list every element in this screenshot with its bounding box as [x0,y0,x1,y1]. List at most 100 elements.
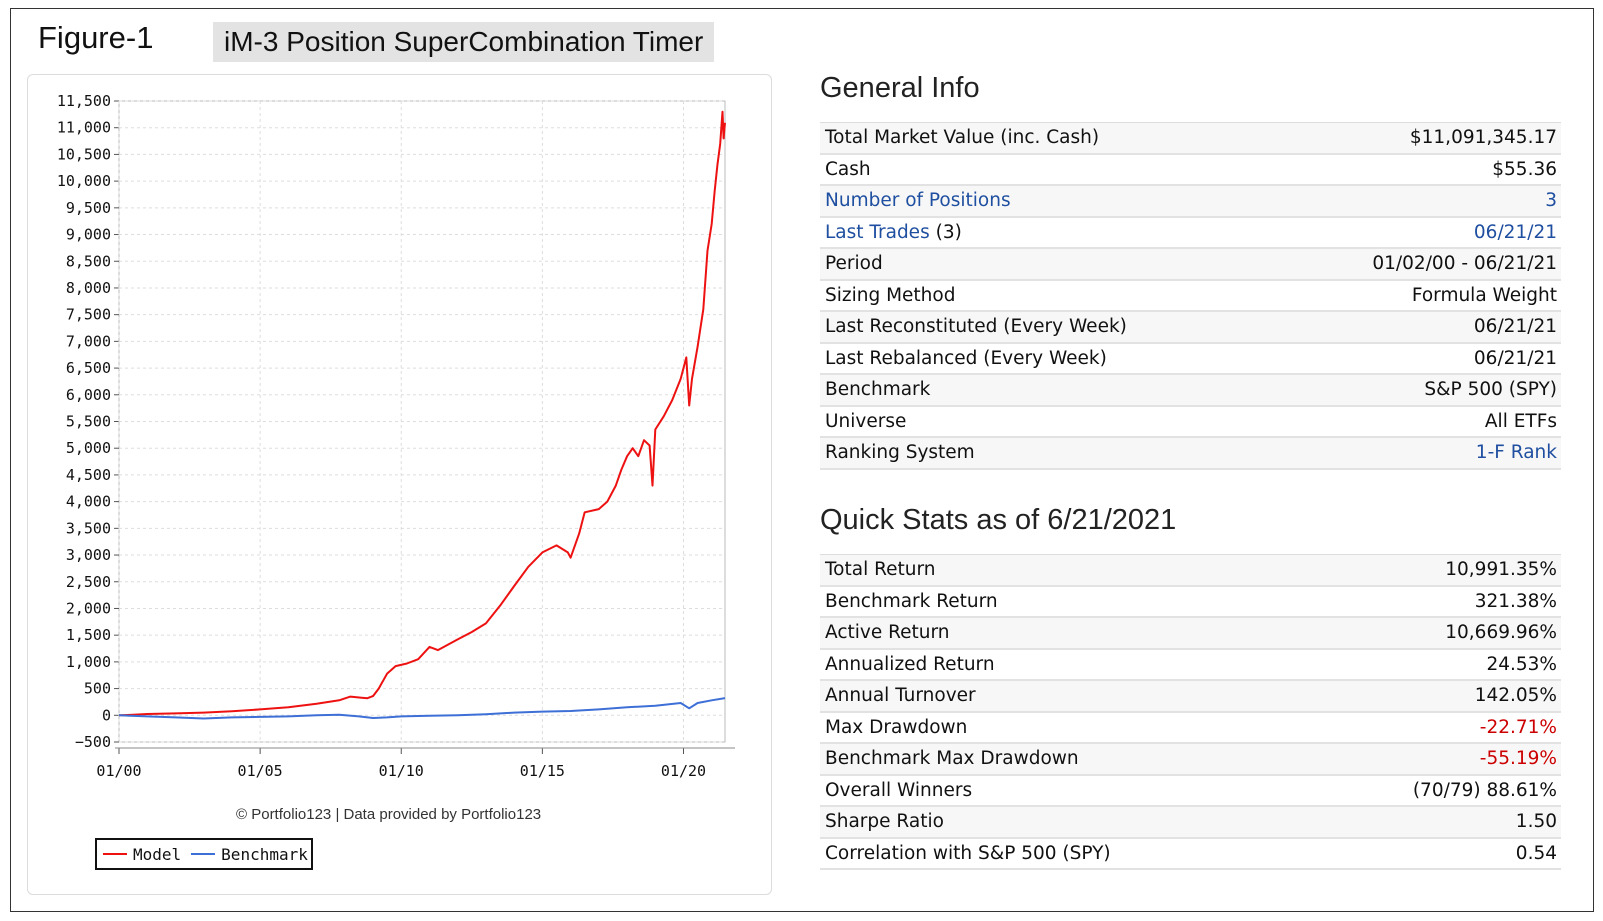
y-tick-label: −500 [75,733,111,751]
general-info-title: General Info [820,72,980,104]
y-tick-label: 9,500 [66,199,111,217]
row-label: Overall Winners [825,779,973,801]
row-value: $55.36 [1492,158,1557,180]
quick-stats-row: Max Drawdown -22.71% [820,713,1561,744]
chart-credit: © Portfolio123 | Data provided by Portfo… [236,806,542,823]
y-tick-label: 11,500 [57,92,111,110]
y-tick-label: 6,500 [66,359,111,377]
row-label-wrap: Annual Turnover [825,685,976,706]
general-info-row: Last Reconstituted (Every Week) 06/21/21 [820,312,1561,344]
row-label: Total Return [825,559,936,581]
row-label: Correlation with S&P 500 (SPY) [825,842,1111,864]
row-value: S&P 500 (SPY) [1424,379,1557,401]
row-label-wrap: Benchmark [825,379,930,400]
row-label: Benchmark Return [825,590,998,612]
quick-stats-title: Quick Stats as of 6/21/2021 [820,504,1177,536]
row-label[interactable]: Number of Positions [825,190,1011,212]
y-tick-label: 10,000 [57,172,111,190]
row-value: $11,091,345.17 [1409,127,1557,149]
y-tick-label: 2,500 [66,573,111,591]
y-tick-label: 5,500 [66,413,111,431]
row-label-wrap: Annualized Return [825,654,995,675]
row-label: Last Rebalanced (Every Week) [825,347,1107,369]
performance-chart: −500 0 500 1,000 1,500 2,000 2,500 3,000 3,500 4,… [57,92,735,780]
general-info-row: Sizing Method Formula Weight [820,281,1561,312]
y-tick-label: 500 [84,680,111,698]
x-tick-label: 01/05 [238,762,283,780]
row-label-wrap: Number of Positions [825,190,1011,211]
legend-item-benchmark: Benchmark [191,845,308,864]
general-info-row: Number of Positions 3 [820,186,1561,218]
row-label-wrap: Cash [825,159,871,180]
y-tick-label: 0 [102,706,111,724]
row-value: 321.38% [1474,590,1557,612]
row-label-wrap: Total Return [825,559,935,580]
general-info-row: Universe All ETFs [820,407,1561,438]
general-info-row: Total Market Value (inc. Cash) $11,091,34… [820,123,1561,155]
row-label-wrap: Sharpe Ratio [825,811,944,832]
row-value: 06/21/21 [1473,347,1557,369]
row-value: -55.19% [1479,748,1557,770]
row-label-wrap: Period [825,253,883,274]
legend-label-benchmark: Benchmark [221,844,308,864]
row-value: 0.54 [1515,842,1557,864]
quick-stats-row: Annual Turnover 142.05% [820,681,1561,713]
row-label: Annual Turnover [825,685,976,707]
row-label: Ranking System [825,442,975,464]
row-label: Benchmark [825,379,931,401]
x-tick-label: 01/00 [96,762,141,780]
row-label-wrap: Benchmark Max Drawdown [825,748,1079,769]
row-label[interactable]: Last Trades [825,221,930,243]
quick-stats-row: Active Return 10,669.96% [820,618,1561,650]
row-label-wrap: Correlation with S&P 500 (SPY) [825,843,1111,864]
series-line-benchmark [118,697,726,720]
row-label-wrap: Last Rebalanced (Every Week) [825,348,1107,369]
general-info-row: Last Trades (3) 06/21/21 [820,218,1561,249]
row-value: 10,991.35% [1445,559,1557,581]
y-tick-label: 5,000 [66,439,111,457]
quick-stats-row: Overall Winners (70/79) 88.61% [820,776,1561,807]
quick-stats-row: Sharpe Ratio 1.50 [820,807,1561,839]
series-line-model [118,110,726,717]
row-value[interactable]: 3 [1545,190,1557,212]
row-label: Last Reconstituted (Every Week) [825,316,1127,338]
row-value: 24.53% [1486,653,1557,675]
row-label-wrap: Last Reconstituted (Every Week) [825,316,1127,337]
y-tick-label: 2,000 [66,599,111,617]
row-value: 06/21/21 [1473,316,1557,338]
row-value[interactable]: 1-F Rank [1475,442,1557,464]
general-info-row: Ranking System 1-F Rank [820,438,1561,470]
y-tick-label: 8,500 [66,252,111,270]
row-label-wrap: Ranking System [825,442,975,463]
row-label-wrap: Overall Winners [825,780,972,801]
row-label: Sizing Method [825,284,956,306]
figure-frame [10,8,1594,912]
row-label: Active Return [825,622,950,644]
row-value: Formula Weight [1411,284,1557,306]
figure-label: Figure-1 [38,20,154,55]
general-info-row: Last Rebalanced (Every Week) 06/21/21 [820,344,1561,375]
y-tick-label: 11,000 [57,119,111,137]
row-value: 1.50 [1515,811,1557,833]
row-value: (70/79) 88.61% [1412,779,1557,801]
y-tick-label: 1,000 [66,653,111,671]
row-label: Universe [825,410,907,432]
legend-swatch-benchmark [191,853,216,855]
row-value: 01/02/00 - 06/21/21 [1372,253,1557,275]
figure-title: iM-3 Position SuperCombination Timer [213,22,715,62]
row-value: 142.05% [1474,685,1557,707]
y-tick-label: 4,000 [66,493,111,511]
row-label: Annualized Return [825,653,995,675]
x-tick-label: 01/15 [520,762,565,780]
row-label-wrap: Benchmark Return [825,591,998,612]
row-value[interactable]: 06/21/21 [1473,221,1557,243]
row-label-wrap: Active Return [825,622,950,643]
row-value: 10,669.96% [1445,622,1557,644]
row-value: -22.71% [1479,716,1557,738]
x-tick-label: 01/10 [379,762,424,780]
y-tick-label: 8,000 [66,279,111,297]
row-label-wrap: Last Trades (3) [825,222,962,243]
y-tick-label: 4,500 [66,466,111,484]
general-info-row: Benchmark S&P 500 (SPY) [820,375,1561,407]
chart-legend: Model Benchmark [95,838,313,870]
